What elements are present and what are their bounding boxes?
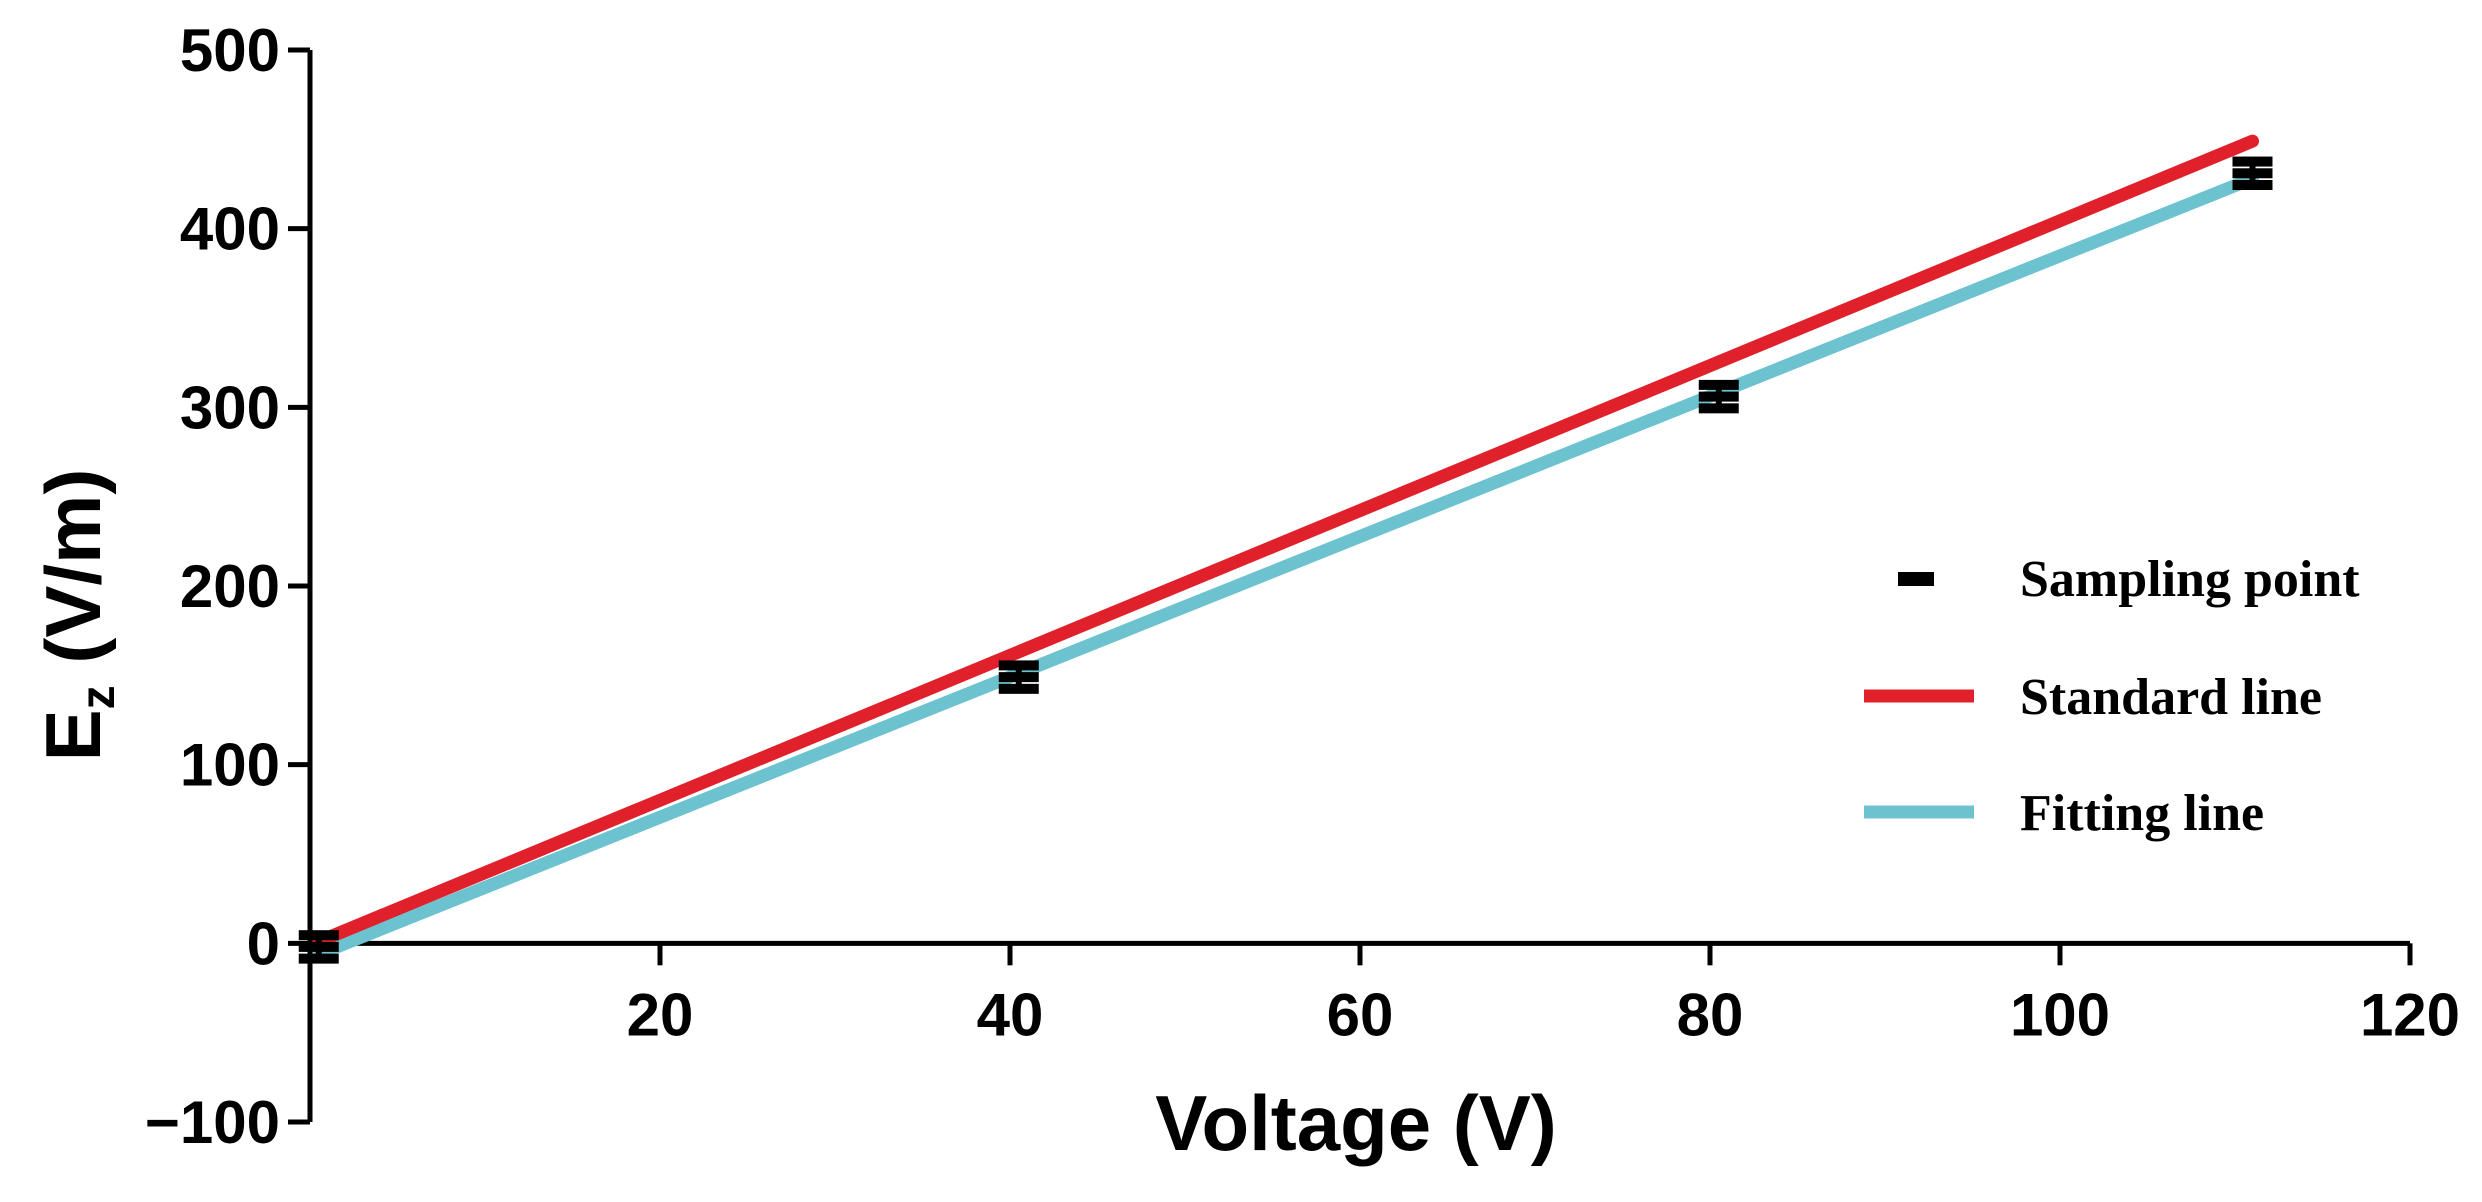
y-tick-label: 400 (180, 196, 280, 263)
sampling-point (1698, 379, 1739, 414)
y-tick-label: −100 (145, 1089, 280, 1156)
y-tick-label: 300 (180, 374, 280, 441)
point-marker (998, 672, 1039, 683)
standard-line-series (312, 134, 2259, 948)
sampling-point (998, 660, 1039, 694)
x-tick-label: 60 (1327, 981, 1394, 1048)
error-cap-bottom (298, 953, 339, 964)
sampling-point (2232, 156, 2273, 190)
legend-label-fitting-line: Fitting line (2020, 785, 2264, 842)
fitting-line-series (312, 172, 2259, 961)
point-marker (2232, 168, 2273, 179)
legend: Sampling point Standard line Fitting lin… (1864, 551, 2360, 842)
series-lines (312, 134, 2259, 961)
error-cap-top (1698, 379, 1739, 390)
y-axis-title-subscript: z (72, 685, 125, 709)
ticks: −100 0 100 200 300 400 500 20 40 60 80 100 120 (145, 17, 2460, 1156)
y-tick-label: 0 (247, 910, 280, 977)
x-axis-title: Voltage (V) (1155, 1079, 1557, 1167)
x-tick-label: 20 (627, 981, 694, 1048)
y-tick-label: 100 (180, 732, 280, 799)
legend-item-sampling-point: Sampling point (1898, 551, 2360, 608)
point-marker (1698, 391, 1739, 402)
y-tick-label: 200 (180, 553, 280, 620)
error-cap-top (2232, 156, 2273, 167)
error-cap-bottom (1698, 403, 1739, 414)
y-axis-title-unit: (V/m) (29, 469, 117, 686)
error-cap-top (298, 930, 339, 941)
y-axis-title: Ez (V/m) (29, 469, 125, 762)
legend-marker-sampling-point (1898, 572, 1934, 586)
x-tick-label: 40 (977, 981, 1044, 1048)
x-tick-label: 100 (2010, 981, 2110, 1048)
y-tick-label: 500 (180, 17, 280, 84)
x-tick-label: 120 (2360, 981, 2460, 1048)
point-marker (298, 941, 339, 952)
y-axis-title-main: E (29, 709, 117, 761)
legend-label-sampling-point: Sampling point (2020, 551, 2360, 608)
error-cap-top (998, 660, 1039, 671)
sampling-points (298, 156, 2273, 964)
error-cap-bottom (2232, 180, 2273, 190)
legend-label-standard-line: Standard line (2020, 669, 2322, 726)
legend-item-standard-line: Standard line (1864, 669, 2322, 726)
sampling-point (298, 930, 339, 964)
legend-item-fitting-line: Fitting line (1864, 785, 2264, 842)
error-cap-bottom (998, 683, 1039, 694)
x-tick-label: 80 (1677, 981, 1744, 1048)
